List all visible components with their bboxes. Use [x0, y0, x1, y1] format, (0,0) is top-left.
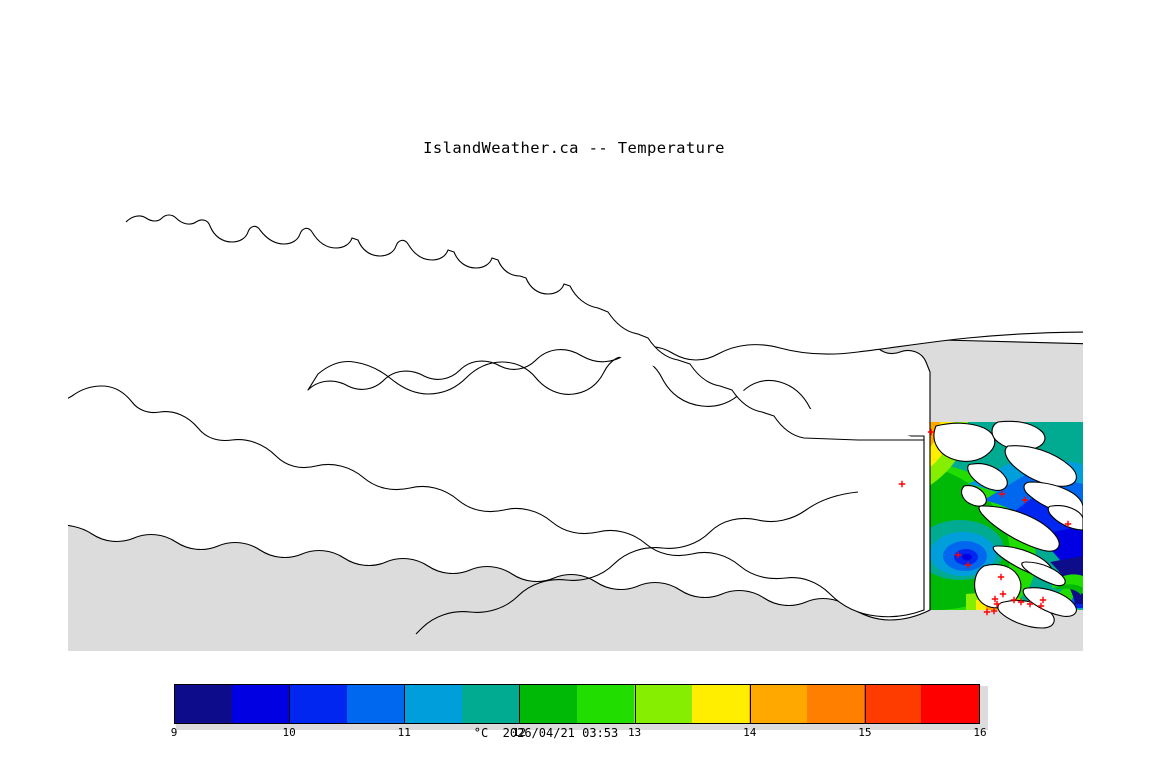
station-markers [898, 428, 1072, 616]
station-marker-4 [1064, 520, 1072, 528]
colorbar-caption: °C 2026/04/21 03:53 [473, 726, 619, 740]
station-marker-5 [954, 551, 962, 559]
station-marker-13 [1026, 600, 1034, 608]
colorbar-tick-line-13 [634, 684, 636, 724]
map-geography [68, 164, 1083, 635]
colorbar-band-10 [749, 685, 807, 723]
colorbar-band-12 [864, 685, 922, 723]
colorbar-band-8 [634, 685, 692, 723]
station-marker-2 [998, 490, 1006, 498]
colorbar-tick-label-15: 15 [858, 726, 872, 739]
station-marker-7 [997, 573, 1005, 581]
station-marker-1 [898, 480, 906, 488]
station-marker-3 [1021, 496, 1029, 504]
colorbar-tick-line-10 [289, 684, 291, 724]
page-title: IslandWeather.ca -- Temperature [423, 139, 725, 157]
colorbar-tick-label-13: 13 [627, 726, 642, 739]
colorbar-band-2 [289, 685, 348, 723]
colorbar-tick-line-11 [404, 684, 406, 724]
colorbar-band-0 [175, 685, 233, 723]
colorbar-band-1 [232, 685, 290, 723]
station-marker-8 [999, 590, 1007, 598]
colorbar-tick-line-15 [864, 684, 866, 724]
station-marker-17 [1039, 596, 1047, 604]
map-canvas [68, 164, 1083, 635]
colorbar-tick-label-10: 10 [282, 726, 296, 739]
colorbar-tick-line-12 [519, 684, 521, 724]
station-marker-14 [1037, 602, 1045, 610]
colorbar-band-3 [347, 685, 405, 723]
map-plot-area[interactable] [68, 164, 1083, 651]
station-marker-11 [1010, 596, 1018, 604]
colorbar-band-5 [462, 685, 520, 723]
colorbar[interactable]: 9 10 11 12 13 14 15 16 [170, 680, 990, 750]
colorbar-band-11 [806, 685, 865, 723]
colorbar-tick-label-12: 12 [512, 726, 527, 739]
station-marker-9 [991, 595, 999, 603]
geography-final [933, 420, 1083, 629]
station-marker-15 [990, 607, 998, 615]
station-marker-16 [983, 608, 991, 616]
colorbar-band-7 [576, 685, 635, 723]
colorbar-band-9 [691, 685, 750, 723]
station-marker-6 [964, 561, 972, 569]
colorbar-tick-label-11: 11 [397, 726, 411, 739]
colorbar-band-6 [519, 685, 577, 723]
station-marker-12 [1017, 598, 1025, 606]
colorbar-tick-line-14 [749, 684, 751, 724]
station-marker-10 [993, 600, 1001, 608]
colorbar-bands [174, 684, 980, 724]
colorbar-tick-label-14: 14 [743, 726, 757, 739]
colorbar-tick-label-9: 9 [170, 726, 178, 739]
station-marker-0 [927, 428, 935, 436]
colorbar-tick-label-16: 16 [973, 726, 987, 739]
colorbar-band-4 [404, 685, 463, 723]
colorbar-band-13 [921, 685, 979, 723]
